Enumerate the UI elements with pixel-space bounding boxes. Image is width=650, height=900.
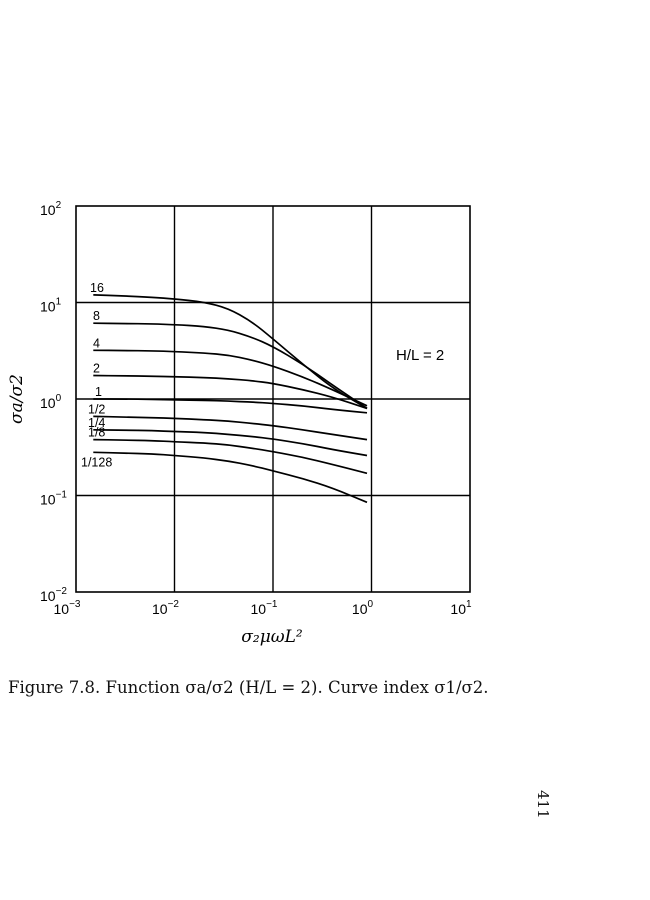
x-tick-label: 10−2 [152, 599, 179, 617]
y-axis-label: σa/σ2 [7, 374, 27, 424]
x-tick-label: 101 [450, 599, 472, 617]
curve-1-2 [93, 415, 368, 441]
curve-label: 1/128 [81, 455, 112, 469]
curve-label: 1/2 [88, 402, 105, 416]
y-axis-ticks: 10−2 10−1 100 101 102 [40, 200, 67, 604]
curve-1 [93, 398, 368, 414]
page-number: 411 [534, 790, 552, 819]
curve-labels: 16 8 4 2 1 1/21/41/8 1/128 [81, 281, 112, 469]
curve-2 [93, 374, 368, 410]
y-tick-label: 100 [40, 393, 62, 411]
x-axis-label: σ₂μωL² [241, 627, 303, 647]
x-tick-label: 10−3 [54, 599, 81, 617]
x-axis-ticks: 10−3 10−2 10−1 100 101 [54, 599, 473, 617]
y-tick-label: 102 [40, 200, 62, 218]
figure-caption: Figure 7.8. Function σa/σ2 (H/L = 2). Cu… [8, 678, 489, 697]
curve-label: 1/8 [88, 426, 105, 440]
curve-1-8 [93, 438, 368, 475]
curve-1-128 [93, 451, 368, 504]
curve-4 [93, 349, 368, 407]
y-tick-label: 10−1 [40, 490, 67, 508]
y-tick-label: 101 [40, 297, 62, 315]
x-tick-label: 10−1 [251, 599, 278, 617]
curve-8 [93, 322, 368, 410]
curve-label: 1 [95, 385, 102, 399]
x-tick-label: 100 [352, 599, 374, 617]
curve-16 [93, 294, 368, 410]
curves [93, 294, 368, 504]
plot-frame [75, 205, 471, 593]
curve-1-4 [93, 428, 368, 457]
curve-label: 2 [93, 362, 100, 376]
curve-label: 4 [93, 336, 100, 350]
curve-label: 8 [93, 309, 100, 323]
curve-label: 16 [90, 281, 104, 295]
curve-label: 1/4 [88, 416, 105, 430]
annotation-hl: H/L = 2 [396, 347, 444, 364]
y-tick-label: 10−2 [40, 586, 67, 604]
